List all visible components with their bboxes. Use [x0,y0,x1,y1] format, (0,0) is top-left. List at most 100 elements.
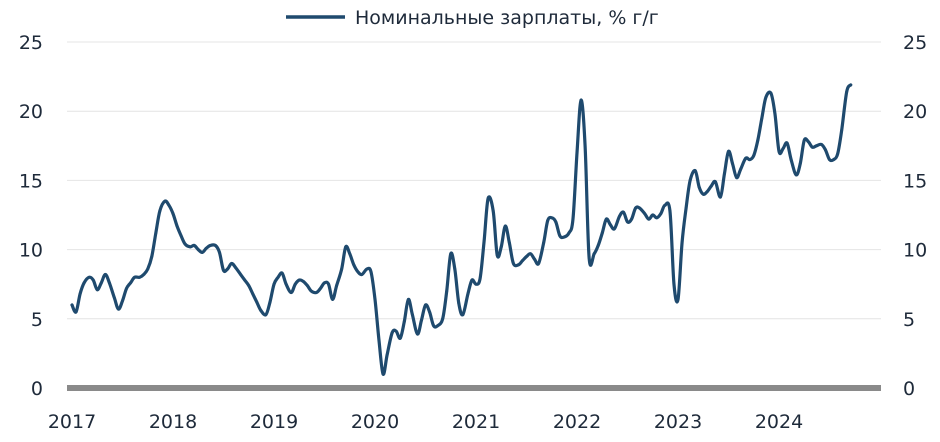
data-point [781,147,785,150]
data-point [828,158,831,162]
data-point [840,129,844,132]
data-point [402,320,406,323]
data-point [727,149,730,153]
data-point [756,138,760,142]
data-point [129,281,132,285]
data-point [293,282,297,286]
y-tick-left-10: 10 [19,240,43,262]
data-point [441,317,445,321]
data-point [352,263,356,267]
data-point [146,267,150,271]
data-point [499,245,503,249]
data-point [495,253,499,257]
data-point [117,307,120,311]
x-axis: 2017 2018 2019 2020 2021 2022 2023 2024 [48,411,803,433]
data-point [331,298,334,301]
data-point [731,162,734,166]
data-point [95,288,99,292]
data-point [542,241,546,245]
data-point [643,212,647,216]
data-point [183,242,187,246]
data-point [554,220,558,224]
x-axis-baseline [67,385,881,391]
data-point [719,195,722,199]
data-point [192,244,196,247]
data-point [214,244,217,247]
data-point [196,248,200,252]
data-point [428,310,431,314]
data-point [579,98,583,102]
data-point [369,270,373,274]
data-point [91,278,95,282]
data-point [319,286,322,290]
data-point [449,252,453,256]
data-point [583,144,587,148]
x-tick-2023: 2023 [654,411,702,433]
data-point [82,281,86,285]
data-point [297,278,301,282]
data-point [470,278,474,282]
legend: Номинальные зарплаты, % г/г [286,7,659,29]
data-point [230,262,233,265]
data-point [836,152,839,156]
data-point [218,250,221,254]
data-point [575,151,579,155]
y-tick-left-20: 20 [19,101,43,123]
data-point [604,217,608,221]
data-point [309,289,313,293]
data-point [688,179,692,182]
x-tick-2018: 2018 [149,411,197,433]
data-point [272,282,276,286]
data-point [659,212,663,216]
data-point [416,332,419,336]
data-point [158,209,162,213]
data-point [87,275,91,279]
data-point [693,169,697,173]
data-point [503,224,507,228]
data-point [525,255,528,258]
data-point [461,313,465,317]
data-point [789,158,793,162]
data-point [739,167,743,171]
data-point [511,262,515,265]
data-point [558,234,562,238]
data-point [457,302,461,305]
data-point [453,267,457,271]
data-point [748,158,752,162]
data-point [634,206,637,210]
data-point [529,252,532,256]
right-y-axis: 0 5 10 15 20 25 [903,32,927,400]
data-point [567,231,571,235]
data-point [121,299,124,303]
data-point [365,267,369,271]
data-point [138,275,142,279]
data-point [562,235,566,239]
data-point [482,239,486,243]
series-layer [70,83,853,376]
data-point [760,116,764,120]
data-point [305,284,309,287]
data-point [247,284,251,287]
data-point [663,203,667,207]
x-tick-2020: 2020 [351,411,399,433]
series-line-0 [70,83,853,376]
data-point [381,372,385,376]
data-point [735,176,738,180]
data-point [432,324,435,328]
x-tick-2019: 2019 [250,411,298,433]
data-point [550,216,554,220]
data-point [420,318,423,322]
data-point [773,112,777,116]
data-point [150,255,154,258]
data-point [849,83,853,87]
data-point [622,210,625,214]
data-point [424,303,427,307]
data-point [785,141,789,145]
data-point [255,300,259,304]
y-tick-left-0: 0 [31,378,43,400]
data-point [70,303,74,307]
data-point [592,252,596,256]
data-point [163,199,167,203]
data-point [491,209,495,213]
data-point [684,206,688,210]
